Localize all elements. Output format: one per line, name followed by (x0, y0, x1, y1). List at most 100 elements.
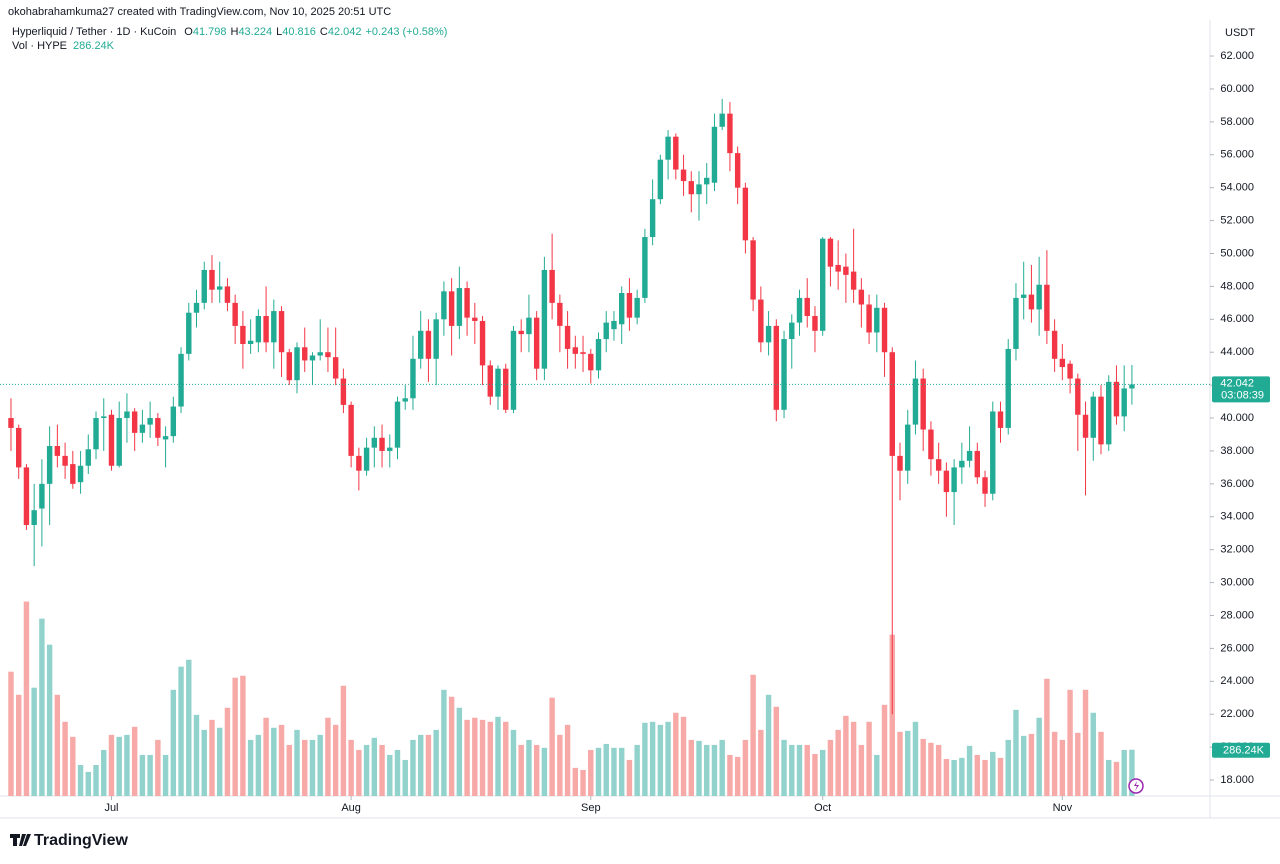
change: +0.243 (+0.58%) (365, 26, 447, 38)
candle-body (572, 347, 579, 354)
candle-body (673, 136, 679, 170)
candle-body (974, 450, 981, 478)
candle-body (580, 352, 586, 354)
candle-body (773, 325, 780, 410)
candle-body (781, 339, 787, 410)
volume-bar (549, 697, 555, 796)
candle-body (549, 269, 555, 303)
volume-bar (843, 715, 849, 796)
symbol: Hyperliquid / Tether · 1D · KuCoin (12, 26, 176, 38)
candle-body (224, 286, 231, 303)
candle-body (734, 153, 741, 188)
volume-bar (1129, 749, 1135, 796)
candle-body (557, 302, 563, 326)
volume-bar (441, 689, 447, 796)
candle-body (874, 307, 880, 333)
volume-bar (371, 737, 378, 796)
candle-body (966, 450, 973, 461)
ohlc-value: 41.798 (193, 26, 227, 38)
volume-bar (920, 738, 926, 796)
volume-bar (781, 739, 787, 796)
volume-bar (70, 736, 76, 796)
volume-bar (1067, 689, 1073, 796)
candle-body (1036, 284, 1042, 310)
candle-body (588, 353, 594, 371)
volume-bar (46, 644, 53, 796)
candle-body (912, 378, 919, 425)
volume-bar (178, 666, 184, 796)
volume-bar (727, 754, 733, 796)
volume-bar (951, 759, 957, 796)
volume-bar (673, 712, 679, 796)
price-tag-value: 42.042 (1220, 377, 1254, 389)
countdown: 03:08:39 (1221, 389, 1264, 401)
candle-body (518, 330, 524, 335)
candle-body (170, 406, 177, 437)
volume-bar (773, 706, 780, 796)
volume-bar (696, 740, 702, 796)
volume-bar (688, 739, 694, 796)
volume-bar (456, 707, 463, 796)
y-tick-label: 18.000 (1220, 774, 1254, 786)
candle-body (649, 199, 656, 238)
volume-bar (139, 754, 146, 796)
candle-body (302, 347, 308, 361)
candle-body (765, 325, 772, 343)
volume-bar (325, 717, 331, 796)
candle-body (487, 365, 493, 397)
candle-body (1106, 381, 1112, 445)
volume-bar (116, 736, 122, 796)
candle-body (951, 467, 957, 493)
volume-bar (595, 747, 602, 796)
volume-bar (93, 764, 99, 796)
candle-body (23, 467, 30, 525)
candle-body (456, 288, 463, 326)
volume-bar (835, 729, 841, 796)
candle-body (495, 368, 501, 397)
candle-body (371, 437, 378, 448)
candle-body (1028, 294, 1035, 310)
volume-bar (193, 714, 200, 796)
volume-bar (294, 729, 300, 796)
volume-bar (765, 694, 772, 796)
candle-body (1098, 396, 1104, 445)
volume-bar (147, 754, 153, 796)
candle-body (379, 437, 385, 451)
candle-body (186, 312, 192, 354)
volume-bar (1082, 689, 1089, 796)
volume-bar (433, 729, 439, 796)
volume-bar (302, 739, 308, 796)
candle-body (294, 347, 300, 381)
volume-tag (1212, 742, 1270, 758)
candle-body (1082, 414, 1089, 438)
volume-bar (387, 754, 393, 796)
candle-body (696, 184, 702, 195)
candle-body (108, 414, 115, 466)
candle-body (603, 322, 609, 340)
ohlc-letter: L (276, 26, 282, 38)
volume-bar (704, 744, 710, 796)
candle-body (124, 411, 130, 419)
candle-body (850, 271, 857, 290)
candle-body (704, 177, 710, 185)
volume-bar (789, 744, 795, 796)
volume-bar (734, 756, 741, 796)
volume-bar (1121, 749, 1127, 796)
logo-icon (10, 834, 31, 846)
volume-bar (928, 742, 934, 796)
candle-body (657, 159, 664, 200)
candle-body (843, 266, 849, 275)
volume-bar (889, 634, 895, 796)
volume-bar (634, 744, 640, 796)
volume-bar (23, 601, 30, 796)
volume-bar (518, 744, 524, 796)
volume-bar (39, 618, 45, 796)
volume-bar (479, 719, 486, 796)
candle-body (642, 237, 648, 298)
volume-bar (62, 721, 68, 796)
volume-bar (557, 734, 563, 796)
candle-body (1005, 348, 1011, 428)
y-tick-label: 26.000 (1220, 642, 1254, 654)
volume-bar (990, 751, 996, 796)
